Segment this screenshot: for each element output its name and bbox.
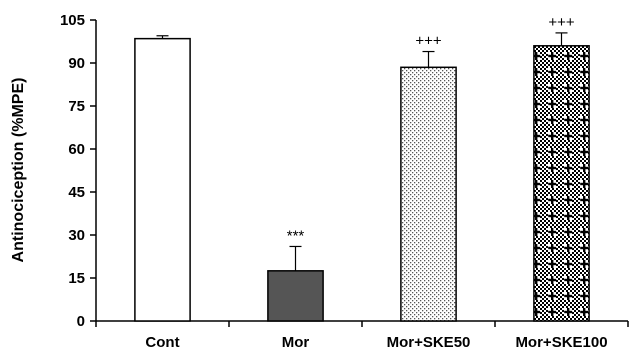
x-tick-label: Mor+SKE50: [387, 334, 471, 351]
bar-mor-ske100: [533, 45, 590, 322]
y-tick-label: 60: [68, 141, 85, 158]
bar-cont: [134, 37, 191, 322]
x-tick-label: Cont: [145, 334, 179, 351]
significance-label: +++: [415, 33, 442, 50]
y-axis: 0 15 30 45 60 75 90 105: [60, 12, 97, 330]
x-tick-label: Mor: [282, 334, 310, 351]
category-labels: Cont *** Mor +++ Mor+SKE50 +++ Mor+SKE100: [145, 14, 607, 351]
y-tick-label: 105: [60, 12, 85, 29]
bar-mor-ske50: [400, 66, 457, 322]
bar-mor: [267, 270, 324, 322]
bars: [134, 32, 590, 322]
x-tick-label: Mor+SKE100: [515, 334, 607, 351]
y-tick-label: 45: [68, 184, 85, 201]
y-tick-label: 90: [68, 55, 85, 72]
y-tick-label: 75: [68, 98, 85, 115]
y-axis-title: Antinociception (%MPE): [10, 78, 27, 263]
y-tick-label: 30: [68, 227, 85, 244]
x-axis: [95, 320, 629, 327]
y-tick-label: 15: [68, 270, 85, 287]
significance-label: +++: [548, 14, 575, 31]
y-tick-label: 0: [77, 313, 85, 330]
significance-label: ***: [287, 227, 305, 244]
